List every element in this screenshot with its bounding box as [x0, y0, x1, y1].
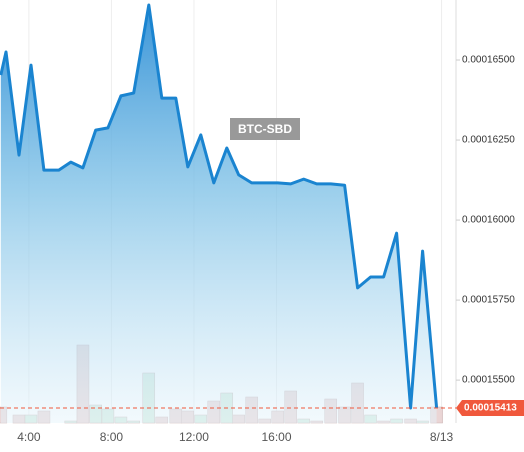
y-tick-label: 0.00015750	[462, 295, 515, 306]
series-label-box	[230, 118, 300, 140]
y-tick-label: 0.00016250	[462, 135, 515, 146]
x-tick-label: 4:00	[17, 430, 41, 444]
price-area	[0, 5, 437, 423]
series-label: BTC-SBD	[238, 122, 292, 136]
x-tick-label: 8:00	[100, 430, 124, 444]
y-tick-label: 0.00016000	[462, 215, 515, 226]
last-price-label: 0.00015413	[464, 403, 517, 414]
price-line	[0, 3, 439, 410]
x-tick-label: 8/13	[430, 430, 454, 444]
x-tick-label: 16:00	[261, 430, 291, 444]
y-tick-label: 0.00016500	[462, 55, 515, 66]
x-tick-label: 12:00	[179, 430, 209, 444]
last-price-box	[456, 399, 524, 416]
y-tick-label: 0.00015500	[462, 375, 515, 386]
